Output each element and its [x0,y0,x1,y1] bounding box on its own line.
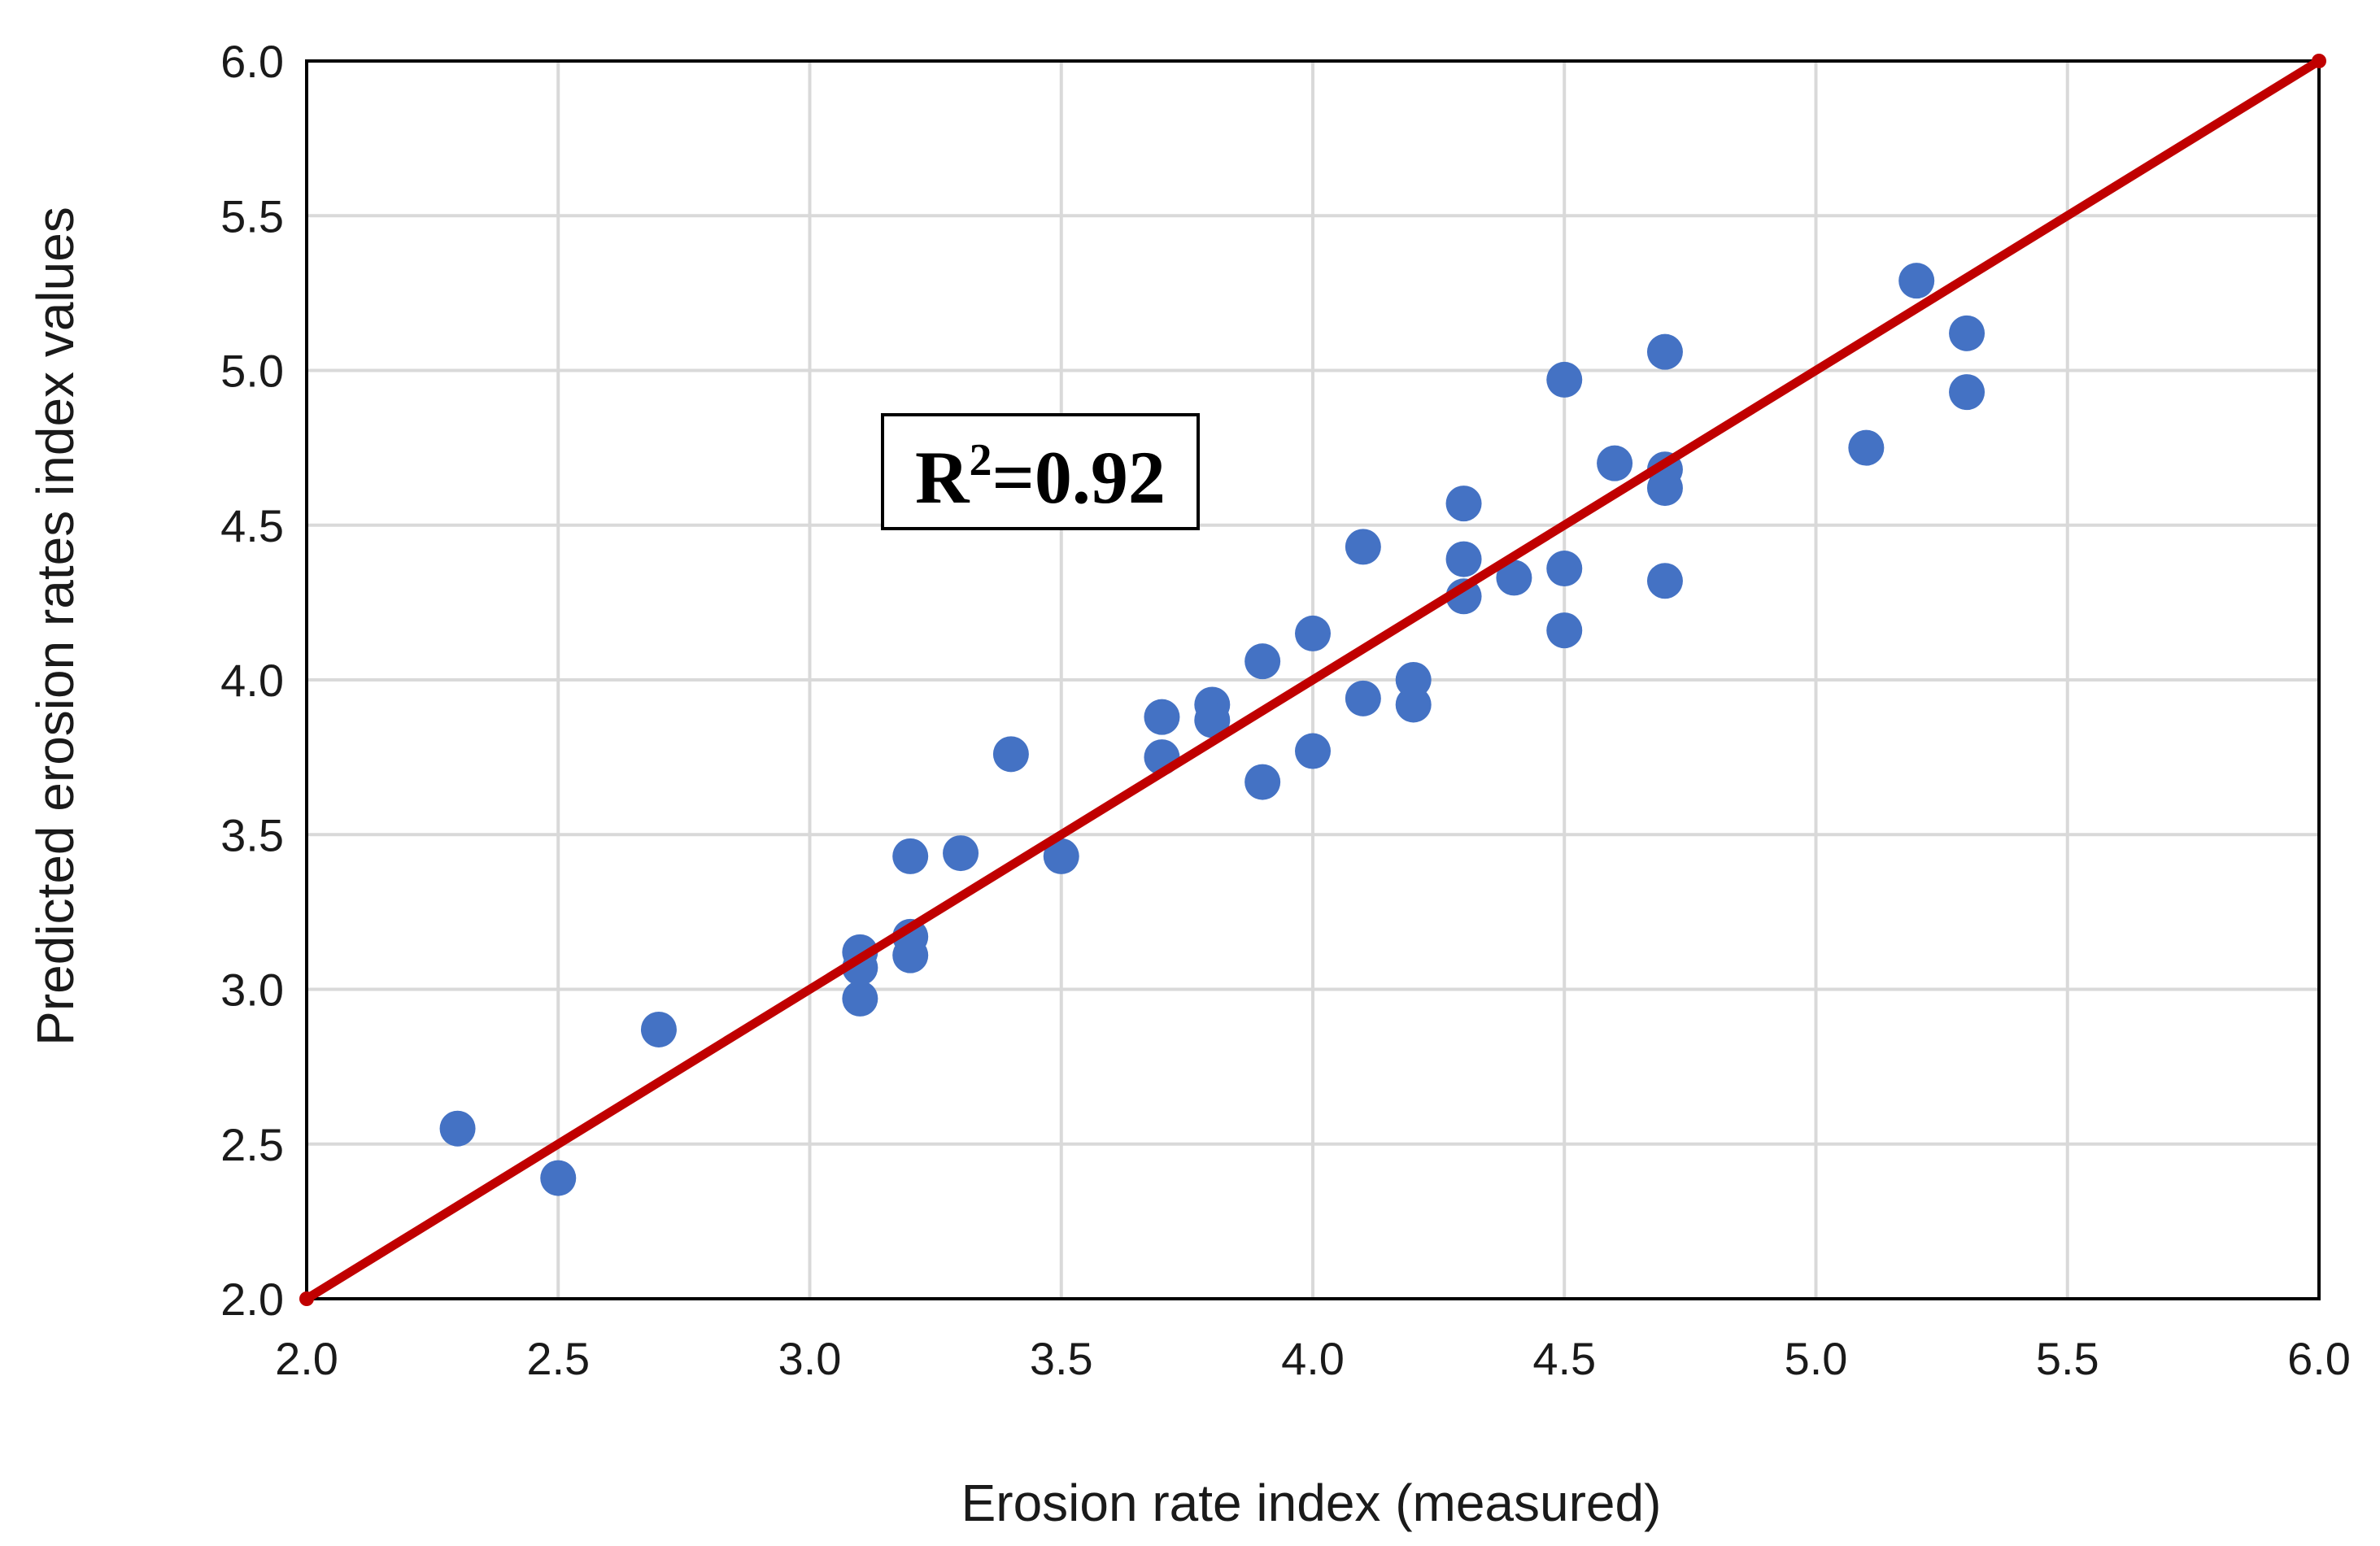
data-point [842,980,878,1017]
y-tick-label: 2.5 [220,1119,284,1170]
x-tick-label: 2.0 [275,1333,338,1384]
data-point [1295,615,1331,651]
x-tick-label: 5.5 [2036,1333,2099,1384]
annotation-text: R2=0.92 [915,435,1166,519]
y-tick-label: 5.5 [220,190,284,242]
x-tick-label: 2.5 [526,1333,590,1384]
data-point [1949,374,1986,411]
y-tick-label: 3.5 [220,809,284,860]
data-point [1445,486,1482,522]
y-tick-label: 2.0 [220,1274,284,1325]
y-tick-label: 5.0 [220,346,284,397]
y-axis-ticks: 2.0 2.5 3.0 3.5 4.0 4.5 5.0 5.5 6.0 [220,36,284,1325]
data-point [1646,563,1683,599]
data-point [1043,838,1079,874]
y-axis-label: Predicted erosion rates index values [26,207,85,1046]
data-point [892,937,929,973]
fit-line [302,56,2324,1304]
data-point [1848,429,1885,466]
fit-line-endpoint [299,1291,314,1306]
y-tick-label: 6.0 [220,36,284,87]
data-point [1345,529,1381,565]
x-axis-ticks: 2.0 2.5 3.0 3.5 4.0 4.5 5.0 5.5 6.0 [275,1333,2351,1384]
data-point [1144,699,1180,735]
data-point [1395,662,1432,698]
x-tick-label: 3.5 [1030,1333,1093,1384]
data-point [1244,643,1281,680]
data-point [1597,445,1633,481]
x-tick-label: 4.5 [1532,1333,1596,1384]
annotation-box [881,413,1200,530]
data-point [1898,263,1935,299]
fit-line-endpoints [299,54,2326,1306]
fit-line-endpoint [2312,54,2326,68]
x-tick-label: 4.0 [1281,1333,1345,1384]
data-point [1395,686,1432,723]
y-tick-label: 4.5 [220,500,284,551]
data-point [1646,333,1683,370]
data-point [992,736,1029,773]
data-point [1646,470,1683,507]
data-point [1244,764,1281,800]
data-point [1345,680,1381,716]
data-point [640,1011,677,1047]
x-tick-label: 6.0 [2287,1333,2351,1384]
data-points [439,263,1986,1196]
data-point [1949,315,1986,351]
data-point [943,835,979,872]
plot-area-border [305,59,2321,1300]
data-point [1194,702,1231,738]
data-point [1546,612,1583,649]
x-tick-label: 3.0 [778,1333,842,1384]
data-point [1546,551,1583,587]
r-squared-annotation: R2=0.92 [881,413,1200,530]
data-point [540,1160,577,1196]
x-tick-label: 5.0 [1785,1333,1848,1384]
x-axis-label: Erosion rate index (measured) [961,1474,1662,1532]
data-point [1295,733,1331,769]
y-tick-label: 4.0 [220,655,284,706]
data-point [1496,560,1532,596]
data-point [1546,361,1583,398]
data-point [439,1110,476,1147]
data-point [1445,541,1482,577]
y-tick-label: 3.0 [220,965,284,1016]
data-point [892,838,929,874]
